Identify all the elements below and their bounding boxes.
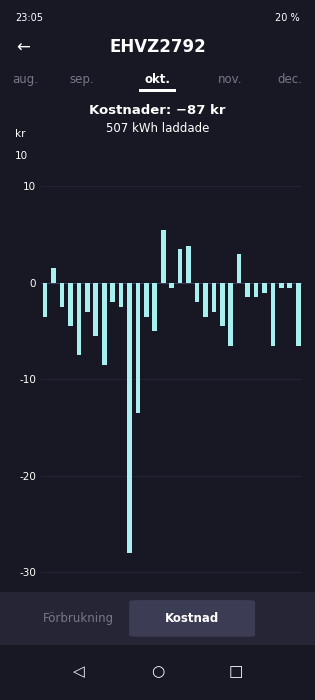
Bar [287, 283, 292, 288]
Bar [220, 283, 225, 326]
Bar [119, 283, 123, 307]
Bar [228, 283, 233, 346]
Text: EHVZ2792: EHVZ2792 [109, 38, 206, 56]
Bar [51, 268, 56, 283]
Bar [203, 283, 208, 316]
Bar [245, 283, 250, 298]
Bar [271, 283, 275, 346]
Text: dec.: dec. [278, 73, 302, 86]
Bar [85, 283, 90, 312]
Bar [94, 283, 98, 336]
Bar [127, 283, 132, 553]
Bar [178, 249, 182, 283]
Bar [110, 283, 115, 302]
Bar [136, 283, 140, 413]
Text: okt.: okt. [145, 73, 170, 86]
Bar [254, 283, 258, 298]
Bar [152, 283, 157, 331]
Bar [262, 283, 267, 293]
Text: nov.: nov. [218, 73, 242, 86]
Bar [279, 283, 284, 288]
Text: ←: ← [16, 38, 30, 57]
Bar [144, 283, 149, 316]
Text: aug.: aug. [12, 73, 38, 86]
Text: Kostnad: Kostnad [165, 612, 219, 625]
Text: kr: kr [15, 130, 25, 139]
Text: Kostnader: −87 kr: Kostnader: −87 kr [89, 104, 226, 117]
Bar [102, 283, 106, 365]
Text: 507 kWh laddade: 507 kWh laddade [106, 122, 209, 135]
Bar [195, 283, 199, 302]
Bar [68, 283, 73, 326]
Text: ○: ○ [151, 664, 164, 679]
Text: ◁: ◁ [73, 664, 85, 679]
Bar [212, 283, 216, 312]
Bar [237, 254, 242, 283]
Bar [77, 283, 81, 355]
Bar [169, 283, 174, 288]
Text: 23:05: 23:05 [16, 13, 44, 22]
FancyBboxPatch shape [129, 600, 255, 637]
Text: □: □ [229, 664, 243, 679]
Bar [161, 230, 166, 283]
Bar [60, 283, 64, 307]
Text: Förbrukning: Förbrukning [43, 612, 114, 625]
Bar [186, 246, 191, 283]
Text: 20 %: 20 % [275, 13, 299, 22]
Bar [296, 283, 301, 346]
Bar [43, 283, 48, 316]
Text: 10: 10 [15, 151, 28, 161]
Text: sep.: sep. [70, 73, 94, 86]
